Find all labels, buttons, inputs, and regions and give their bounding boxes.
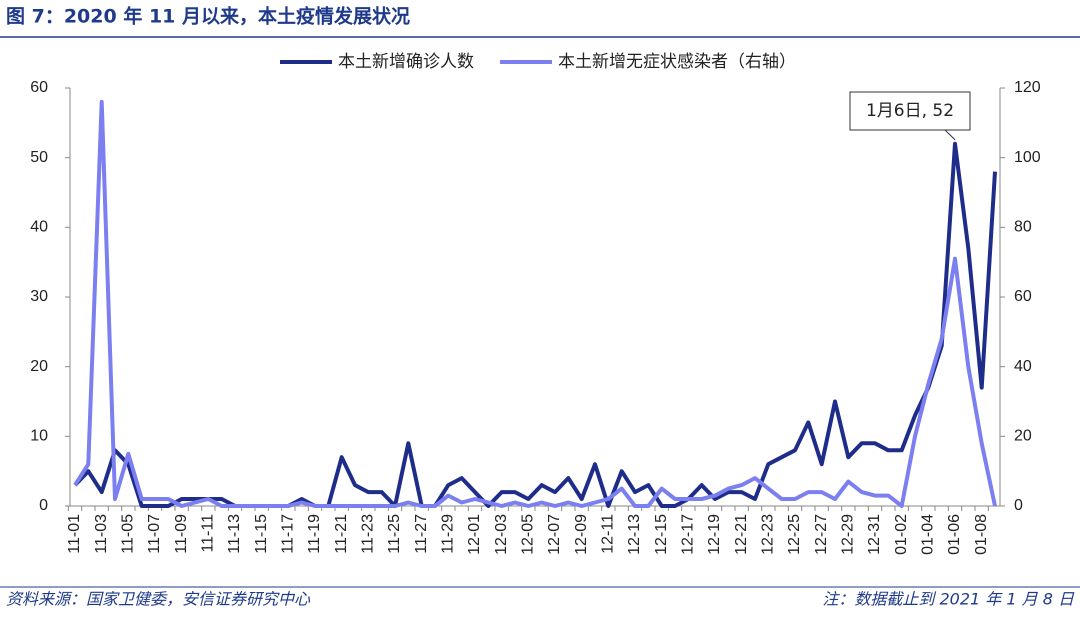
x-tick-label: 01-06 [946, 514, 963, 555]
y2-tick-label: 60 [1014, 288, 1032, 305]
x-tick-label: 12-03 [493, 514, 510, 555]
y-tick-label: 50 [30, 149, 48, 166]
x-tick-label: 11-11 [200, 514, 217, 553]
y-tick-label: 30 [30, 288, 48, 305]
x-tick-label: 12-15 [653, 514, 670, 555]
note: 注：数据截止到 2021 年 1 月 8 日 [822, 590, 1075, 609]
y-tick-label: 10 [30, 428, 48, 445]
y2-tick-label: 0 [1014, 497, 1023, 514]
y2-tick-label: 100 [1014, 149, 1041, 166]
y2-tick-label: 20 [1014, 428, 1032, 445]
x-tick-label: 01-04 [920, 514, 937, 555]
x-tick-label: 11-09 [173, 514, 190, 554]
annotation: 1月6日, 52 [866, 101, 954, 121]
y-tick-label: 60 [30, 79, 48, 96]
x-tick-label: 12-13 [626, 514, 643, 555]
x-tick-label: 12-19 [706, 514, 723, 555]
x-tick-label: 11-23 [360, 514, 377, 554]
x-tick-label: 11-27 [413, 514, 430, 554]
x-tick-label: 01-02 [893, 514, 910, 555]
x-tick-label: 12-05 [520, 514, 537, 555]
x-tick-label: 12-01 [466, 514, 483, 555]
x-tick-label: 12-17 [680, 514, 697, 555]
x-tick-label: 11-21 [333, 514, 350, 554]
x-tick-label: 12-11 [600, 514, 617, 554]
source: 资料来源：国家卫健委，安信证券研究中心 [6, 590, 311, 609]
legend-label: 本土新增确诊人数 [338, 52, 474, 72]
x-tick-label: 12-21 [733, 514, 750, 555]
x-tick-label: 12-29 [840, 514, 857, 555]
x-tick-label: 11-29 [440, 514, 457, 554]
x-tick-label: 11-17 [280, 514, 297, 554]
x-tick-label: 11-01 [66, 514, 83, 554]
x-tick-label: 11-25 [386, 514, 403, 554]
annotation-box [849, 91, 971, 131]
x-tick-label: 11-19 [306, 514, 323, 554]
y-tick-label: 0 [39, 497, 48, 514]
y-tick-label: 20 [30, 358, 48, 375]
x-tick-label: 11-03 [93, 514, 110, 554]
x-tick-label: 11-07 [146, 514, 163, 554]
x-tick-label: 12-07 [546, 514, 563, 555]
x-tick-label: 12-27 [813, 514, 830, 555]
chart-title: 图 7：2020 年 11 月以来，本土疫情发展状况 [6, 5, 410, 28]
series-line [73, 141, 997, 508]
y2-tick-label: 80 [1014, 219, 1032, 236]
y-tick-label: 40 [30, 219, 48, 236]
y2-tick-label: 40 [1014, 358, 1032, 375]
x-tick-label: 11-15 [253, 514, 270, 554]
x-tick-label: 12-31 [866, 514, 883, 555]
x-tick-label: 11-13 [226, 514, 243, 554]
annotation-arrow [944, 129, 956, 141]
x-tick-label: 12-25 [786, 514, 803, 555]
x-tick-label: 11-05 [120, 514, 137, 554]
x-tick-label: 12-23 [760, 514, 777, 555]
x-tick-label: 01-08 [973, 514, 990, 555]
x-tick-label: 12-09 [573, 514, 590, 555]
series-line [73, 99, 997, 508]
legend-label: 本土新增无症状感染者（右轴） [558, 52, 796, 72]
y2-tick-label: 120 [1014, 79, 1041, 96]
